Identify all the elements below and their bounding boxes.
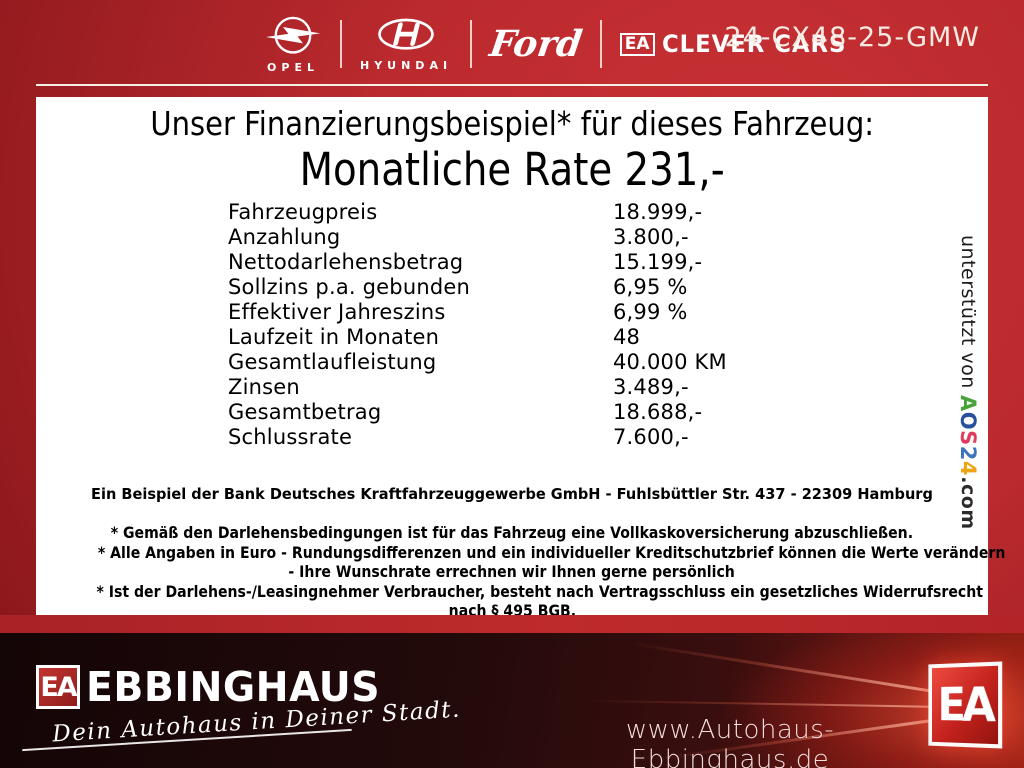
row-label: Gesamtbetrag [228, 400, 382, 424]
table-row: Gesamtlaufleistung 40.000 KM [228, 350, 727, 375]
hyundai-h-icon [378, 18, 434, 50]
row-label: Fahrzeugpreis [228, 200, 378, 224]
table-row: Laufzeit in Monaten 48 [228, 325, 727, 350]
dealer-name: EBBINGHAUS [86, 663, 381, 711]
footnote-line: - Ihre Wunschrate errechnen wir Ihnen ge… [288, 562, 736, 581]
clever-cars-wordmark: CLEVER CARS [661, 30, 846, 58]
row-value: 18.688,- [613, 400, 703, 424]
ea-badge-icon: EA [619, 32, 655, 56]
row-value: 3.800,- [613, 225, 689, 249]
ea-dealer-badge-icon: EA [36, 665, 80, 709]
hyundai-wordmark: HYUNDAI [360, 58, 453, 72]
row-label: Sollzins p.a. gebunden [228, 275, 471, 299]
finance-sheet: Unser Finanzierungsbeispiel* für dieses … [36, 97, 1005, 620]
aos24-letter: 2 [956, 446, 980, 462]
table-row: Nettodarlehensbetrag 15.199,- [228, 250, 727, 275]
table-row: Fahrzeugpreis 18.999,- [228, 200, 727, 225]
footnote-line: * Ist der Darlehens-/Leasingnehmer Verbr… [96, 581, 984, 601]
row-label: Effektiver Jahreszins [228, 300, 446, 324]
aos24-wordmark: AOS24 [956, 395, 980, 477]
brand-header: OPEL HYUNDAI Ford [0, 0, 1024, 97]
row-value: 7.600,- [613, 425, 689, 449]
footnote-line: * Alle Angaben in Euro - Rundungsdiffere… [97, 542, 1006, 562]
row-label: Nettodarlehensbetrag [228, 250, 464, 274]
website-link[interactable]: www.Autohaus-Ebbinghaus.de [625, 715, 835, 768]
supported-by-credit: unterstützt von AOS24.com [956, 235, 980, 575]
footnote-line: * Gemäß den Darlehensbedingungen ist für… [110, 523, 914, 542]
ea-corner-logo-icon: EA [928, 661, 1003, 749]
bank-line: Ein Beispiel der Bank Deutsches Kraftfah… [91, 485, 933, 503]
footer-red-strip [0, 615, 1024, 633]
table-row: Sollzins p.a. gebunden 6,95 % [228, 275, 727, 300]
opel-logo: OPEL [264, 15, 322, 74]
logo-divider [470, 20, 473, 68]
brand-logo-row: OPEL HYUNDAI Ford [264, 12, 856, 76]
clever-cars-logo: EA CLEVER CARS [619, 30, 856, 58]
row-value: 6,95 % [613, 275, 688, 299]
row-value: 40.000 KM [613, 350, 727, 374]
hyundai-logo: HYUNDAI [360, 17, 452, 72]
aos24-letter: O [956, 412, 980, 431]
row-value: 18.999,- [613, 200, 703, 224]
row-label: Gesamtlaufleistung [228, 350, 437, 374]
header-divider-line [36, 84, 988, 86]
reference-code: 24-CX48-25-GMW [724, 22, 980, 53]
table-row: Gesamtbetrag 18.688,- [228, 400, 727, 425]
row-label: Laufzeit in Monaten [228, 325, 440, 349]
table-row: Schlussrate 7.600,- [228, 425, 727, 450]
credit-suffix: .com [957, 476, 979, 530]
row-label: Anzahlung [228, 225, 341, 249]
ford-script-wordmark: Ford [487, 23, 585, 65]
row-value: 6,99 % [613, 300, 688, 324]
row-value: 3.489,- [613, 375, 689, 399]
table-row: Zinsen 3.489,- [228, 375, 727, 400]
credit-prefix: unterstützt von [957, 235, 979, 396]
finance-title: Unser Finanzierungsbeispiel* für dieses … [150, 104, 874, 143]
aos24-letter: S [956, 430, 980, 447]
opel-blitz-icon [265, 16, 321, 54]
opel-wordmark: OPEL [267, 60, 319, 74]
row-value: 48 [613, 325, 641, 349]
row-label: Schlussrate [228, 425, 353, 449]
table-row: Effektiver Jahreszins 6,99 % [228, 300, 727, 325]
table-row: Anzahlung 3.800,- [228, 225, 727, 250]
aos24-letter: 4 [956, 461, 980, 477]
dealer-footer: EA EBBINGHAUS Dein Autohaus in Deiner St… [0, 633, 1024, 768]
ford-logo: Ford [487, 23, 585, 65]
monthly-rate-line: Monatliche Rate 231,- [299, 143, 725, 196]
row-value: 15.199,- [613, 250, 703, 274]
logo-divider [599, 20, 602, 68]
aos24-letter: A [956, 395, 980, 413]
footnotes: * Gemäß den Darlehensbedingungen ist für… [36, 523, 1006, 621]
row-label: Zinsen [228, 375, 300, 399]
finance-table: Fahrzeugpreis 18.999,- Anzahlung 3.800,- Net… [228, 200, 727, 450]
logo-divider [340, 20, 342, 68]
dealer-logo: EA EBBINGHAUS [36, 663, 392, 711]
